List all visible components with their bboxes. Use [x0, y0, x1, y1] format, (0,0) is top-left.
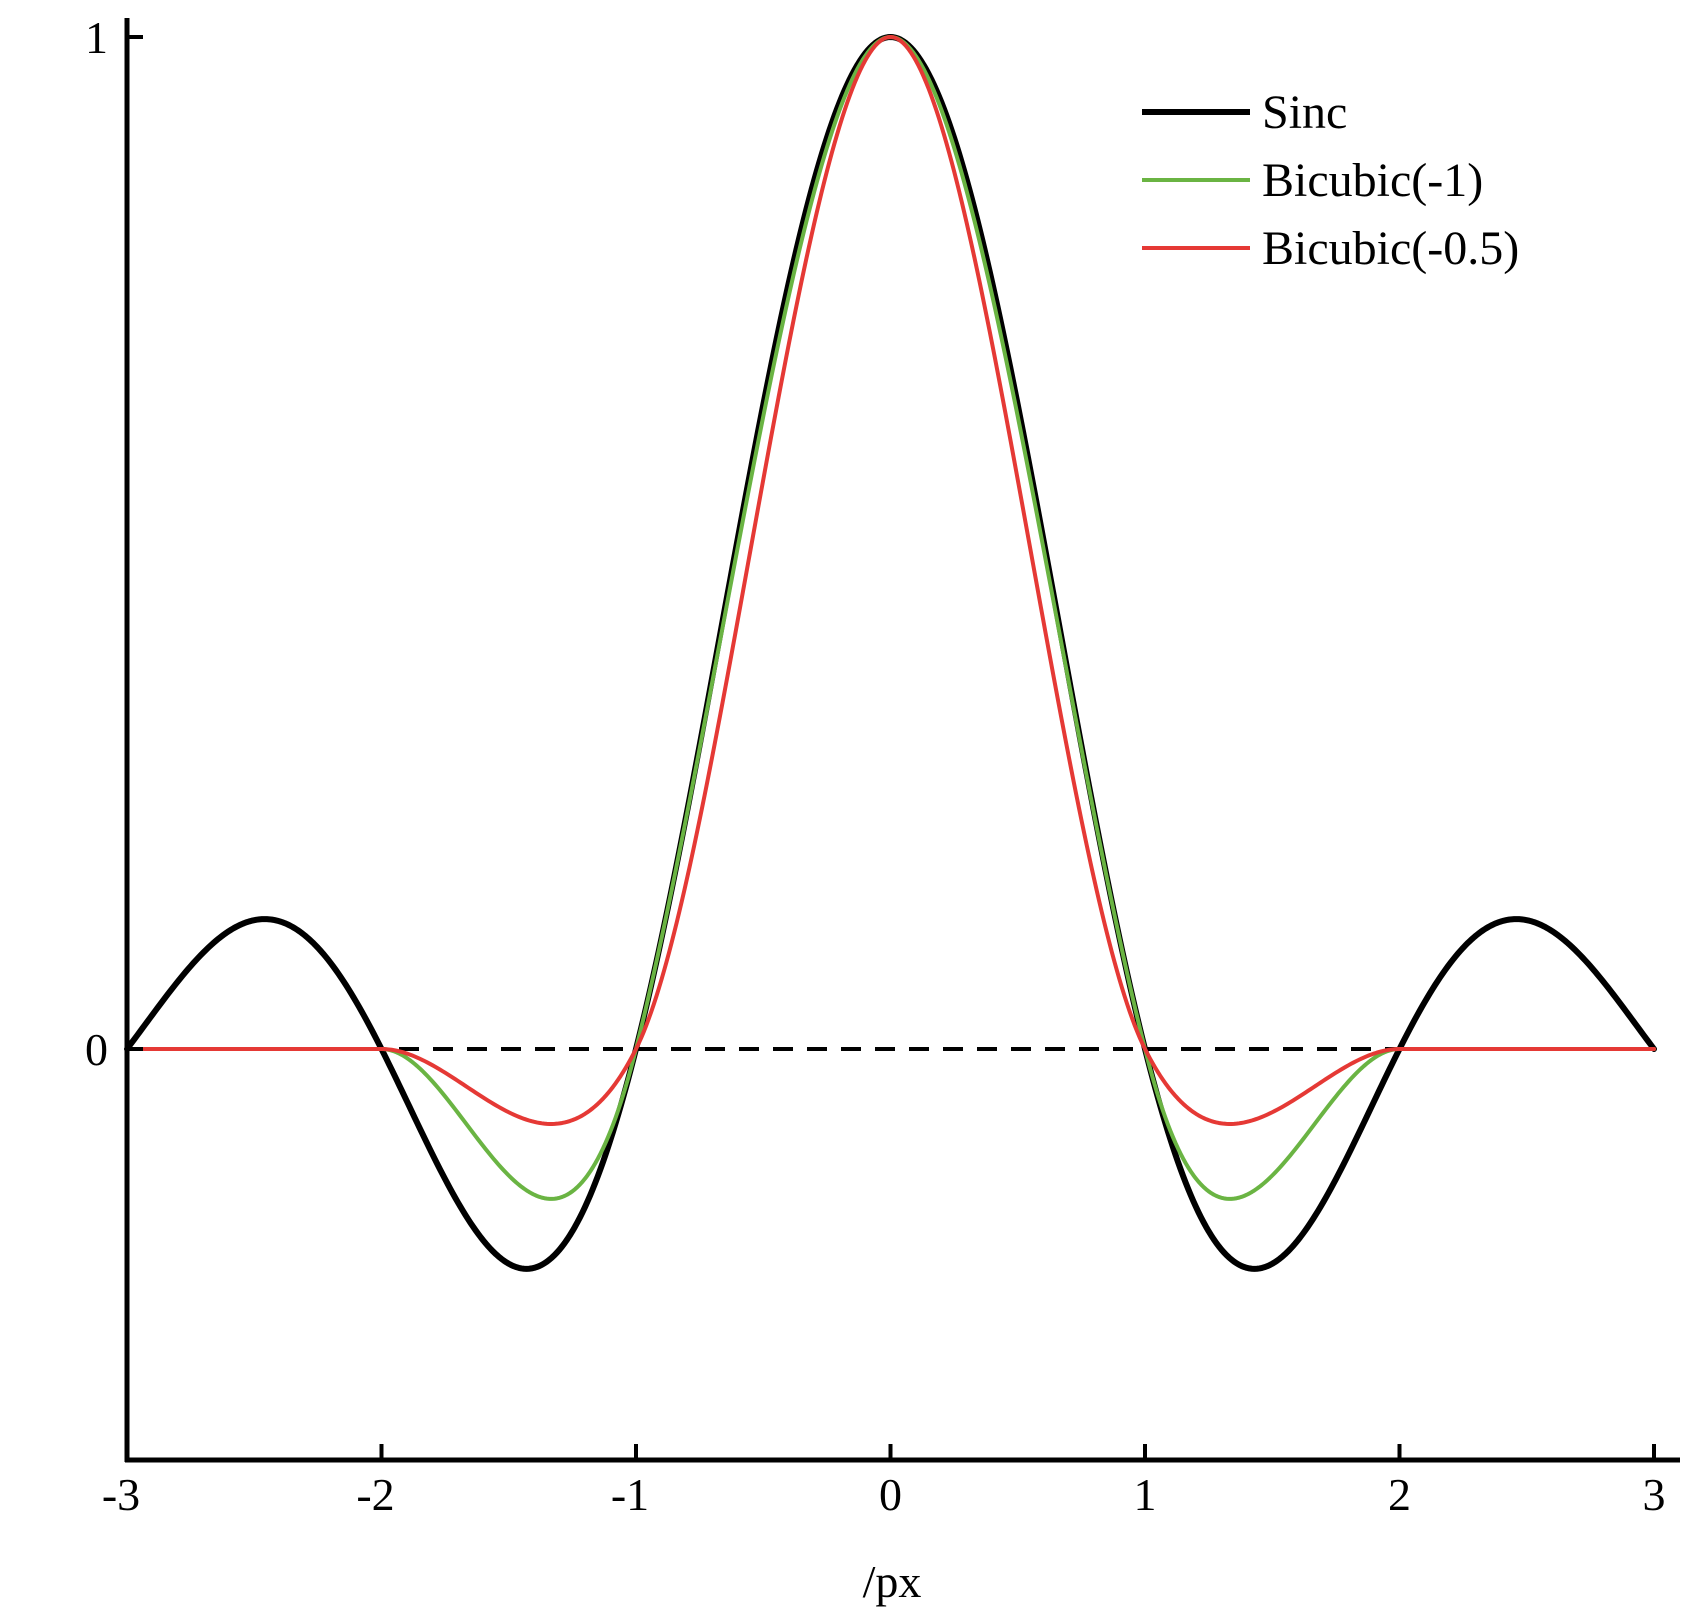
legend-label: Bicubic(-1): [1262, 154, 1483, 207]
x-tick-label: -1: [611, 1469, 649, 1520]
y-tick-label: 1: [85, 12, 108, 63]
x-tick-label: -2: [356, 1469, 394, 1520]
ticks-layer: -3 -2 -1 0 1 2 3 0 1: [85, 12, 1666, 1520]
axes-layer: [124, 18, 1680, 1463]
x-tick-label: 2: [1388, 1469, 1411, 1520]
legend: Sinc Bicubic(-1) Bicubic(-0.5): [1142, 86, 1519, 275]
series-line-bicubic-0-5: [125, 35, 1656, 1126]
series-layer: [124, 34, 1657, 1272]
legend-label: Sinc: [1262, 86, 1347, 139]
y-tick-label: 0: [85, 1024, 108, 1075]
x-axis-label: /px: [863, 1556, 922, 1607]
x-tick-label: -3: [102, 1469, 140, 1520]
series-line-bicubic-1: [125, 35, 1656, 1201]
x-tick-label: 3: [1643, 1469, 1666, 1520]
x-tick-label: 0: [879, 1469, 902, 1520]
legend-label: Bicubic(-0.5): [1262, 222, 1519, 275]
x-tick-label: 1: [1134, 1469, 1157, 1520]
